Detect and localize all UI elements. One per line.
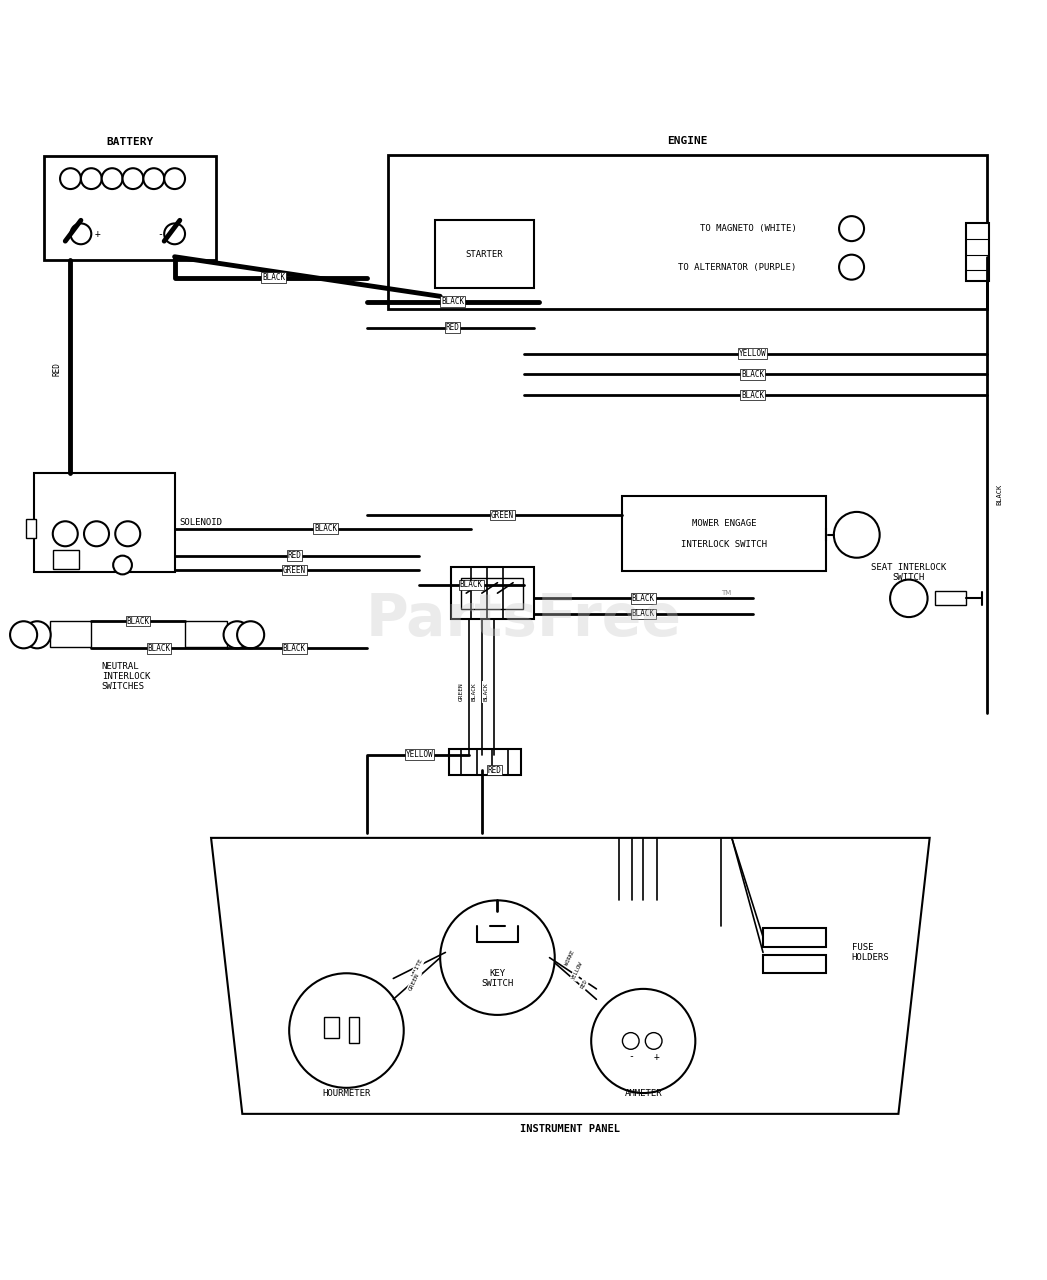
Bar xyxy=(44,156,217,260)
Circle shape xyxy=(10,621,37,649)
Text: WORKE: WORKE xyxy=(564,950,576,966)
Text: BLACK: BLACK xyxy=(997,484,1002,504)
Bar xyxy=(435,220,534,288)
Text: BATTERY: BATTERY xyxy=(107,137,154,147)
Circle shape xyxy=(839,255,864,279)
Text: PartsFree: PartsFree xyxy=(365,590,682,648)
Circle shape xyxy=(592,989,695,1093)
Text: BLACK: BLACK xyxy=(484,682,489,701)
Bar xyxy=(448,749,521,776)
Bar xyxy=(388,155,987,308)
Text: RED: RED xyxy=(488,765,502,774)
Circle shape xyxy=(890,580,928,617)
Text: MOWER ENGAGE: MOWER ENGAGE xyxy=(692,518,756,527)
Circle shape xyxy=(839,216,864,241)
Text: RED: RED xyxy=(288,552,302,561)
Circle shape xyxy=(289,973,404,1088)
Text: SEAT INTERLOCK
SWITCH: SEAT INTERLOCK SWITCH xyxy=(871,563,946,582)
Circle shape xyxy=(102,168,122,189)
Text: YELLOW: YELLOW xyxy=(739,349,766,358)
Circle shape xyxy=(122,168,143,189)
Text: AMMETER: AMMETER xyxy=(624,1088,662,1097)
Text: TO ALTERNATOR (PURPLE): TO ALTERNATOR (PURPLE) xyxy=(678,262,797,271)
Text: RED: RED xyxy=(52,362,62,376)
Bar xyxy=(935,591,966,604)
Bar xyxy=(324,1018,339,1038)
Bar xyxy=(52,550,79,570)
Text: GREEN: GREEN xyxy=(408,972,421,991)
Text: BLACK: BLACK xyxy=(741,370,764,379)
Text: TO MAGNETO (WHITE): TO MAGNETO (WHITE) xyxy=(699,224,797,233)
Text: RED: RED xyxy=(580,978,588,989)
Circle shape xyxy=(237,621,264,649)
Text: BLACK: BLACK xyxy=(127,617,150,626)
Text: BLACK: BLACK xyxy=(148,644,171,653)
Text: STARTER: STARTER xyxy=(466,250,504,259)
Text: FUSE
HOLDERS: FUSE HOLDERS xyxy=(851,943,889,963)
Text: BLACK: BLACK xyxy=(441,297,464,306)
Bar xyxy=(622,497,825,571)
Text: TM: TM xyxy=(721,590,732,596)
Circle shape xyxy=(440,900,555,1015)
Text: WHITE: WHITE xyxy=(411,959,423,978)
Circle shape xyxy=(81,168,102,189)
Circle shape xyxy=(645,1033,662,1050)
Text: +: + xyxy=(94,229,101,239)
Text: YELLOW: YELLOW xyxy=(572,960,584,980)
Text: INSTRUMENT PANEL: INSTRUMENT PANEL xyxy=(520,1124,621,1134)
Circle shape xyxy=(224,621,250,649)
Text: HOURMETER: HOURMETER xyxy=(322,1088,371,1097)
Text: BLACK: BLACK xyxy=(314,524,337,532)
Bar xyxy=(763,955,825,973)
Text: +: + xyxy=(654,1052,660,1061)
Bar xyxy=(349,1018,359,1043)
Text: -: - xyxy=(157,229,163,239)
Circle shape xyxy=(115,521,140,547)
Text: YELLOW: YELLOW xyxy=(405,750,433,759)
Circle shape xyxy=(833,512,879,558)
Bar xyxy=(34,474,175,572)
Bar xyxy=(966,224,989,280)
Text: INTERLOCK SWITCH: INTERLOCK SWITCH xyxy=(681,540,767,549)
Text: GREEN: GREEN xyxy=(491,511,514,520)
Circle shape xyxy=(60,168,81,189)
Circle shape xyxy=(84,521,109,547)
Circle shape xyxy=(622,1033,639,1050)
Text: BLACK: BLACK xyxy=(741,390,764,399)
Bar xyxy=(185,621,227,648)
Circle shape xyxy=(24,621,50,649)
Bar xyxy=(461,577,524,609)
Text: BLACK: BLACK xyxy=(631,609,654,618)
Circle shape xyxy=(143,168,164,189)
Text: SOLENOID: SOLENOID xyxy=(180,518,223,527)
Text: RED: RED xyxy=(446,323,460,332)
Circle shape xyxy=(164,224,185,244)
Text: ENGINE: ENGINE xyxy=(667,136,708,146)
Bar xyxy=(450,567,534,620)
Text: BLACK: BLACK xyxy=(631,594,654,603)
Text: KEY
SWITCH: KEY SWITCH xyxy=(482,969,514,988)
Bar xyxy=(763,928,825,947)
Bar xyxy=(26,520,36,538)
Text: GREEN: GREEN xyxy=(459,682,464,701)
Circle shape xyxy=(70,224,91,244)
Bar xyxy=(49,621,91,648)
Circle shape xyxy=(52,521,77,547)
Circle shape xyxy=(113,556,132,575)
Text: GREEN: GREEN xyxy=(283,566,306,575)
Text: BLACK: BLACK xyxy=(471,682,476,701)
Text: BLACK: BLACK xyxy=(460,580,483,589)
Text: BLACK: BLACK xyxy=(283,644,306,653)
Text: NEUTRAL
INTERLOCK
SWITCHES: NEUTRAL INTERLOCK SWITCHES xyxy=(102,662,150,691)
Text: -: - xyxy=(628,1052,633,1061)
Text: BLACK: BLACK xyxy=(262,273,285,282)
Circle shape xyxy=(164,168,185,189)
